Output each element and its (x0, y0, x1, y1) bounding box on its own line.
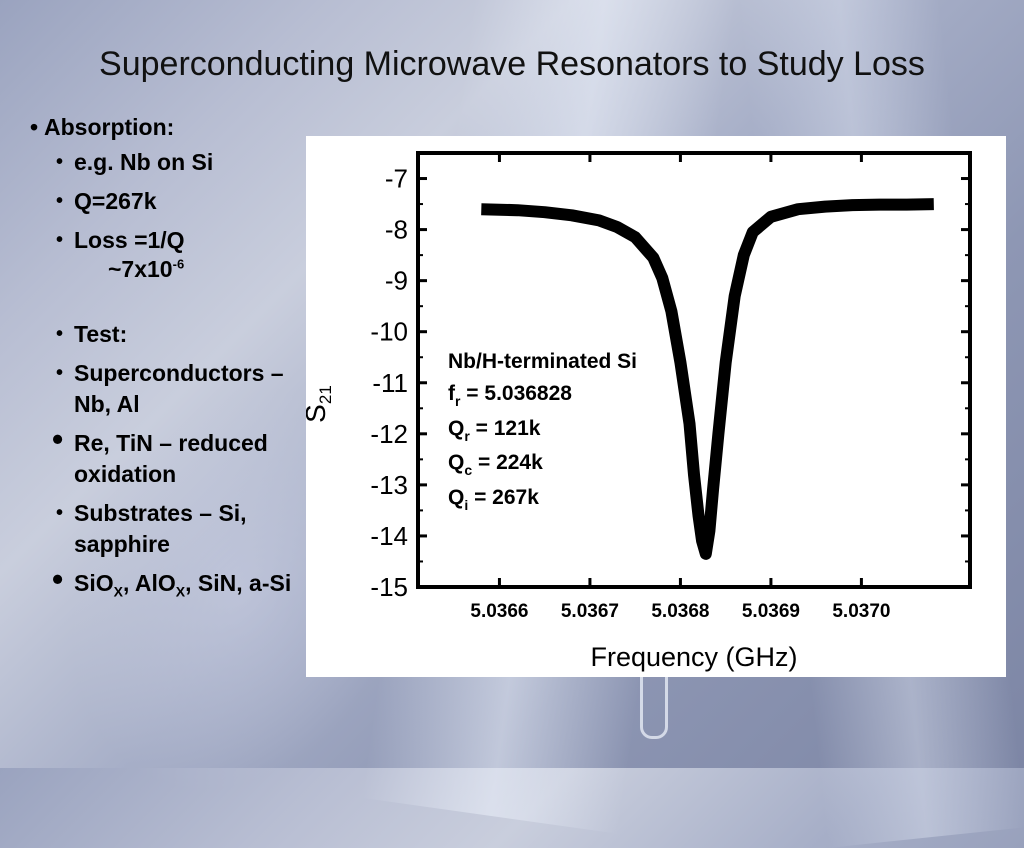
bullet-loss: Loss =1/Q (30, 225, 300, 256)
x-tick-label: 5.0368 (651, 601, 709, 622)
bullet-example: e.g. Nb on Si (30, 147, 300, 178)
oxide-a-sub: X (113, 583, 123, 600)
x-tick-label: 5.0366 (470, 601, 528, 622)
plot-frame (416, 151, 972, 589)
bullet-loss-value: ~7x10-6 (30, 256, 300, 283)
y-axis-label-sub: 21 (316, 385, 335, 404)
x-axis-label: Frequency (GHz) (590, 642, 797, 672)
y-tick-label: -14 (370, 521, 408, 551)
bullet-superconductors: Superconductors – Nb, Al (30, 358, 300, 420)
x-tick-label: 5.0369 (742, 601, 800, 622)
oxide-a: SiO (74, 570, 114, 596)
qr-val: = 121k (470, 417, 541, 440)
annotation-qi: Qi = 267k (448, 486, 539, 513)
loss-value-base: ~7x10 (108, 256, 173, 282)
qr-base: Q (448, 417, 464, 440)
qi-val: = 267k (468, 486, 539, 509)
bullet-oxides: SiOX, AlOX, SiN, a-Si (30, 564, 300, 608)
oxide-b: AlO (134, 570, 176, 596)
y-tick-label: -13 (370, 470, 408, 500)
bullet-list: Absorption: e.g. Nb on Si Q=267k Loss =1… (30, 114, 300, 616)
annotation-qr: Qr = 121k (448, 417, 541, 444)
bullet-absorption: Absorption: (30, 114, 300, 141)
series-line (481, 198, 934, 560)
y-tick-label: -12 (370, 419, 408, 449)
oxide-sep: , (122, 570, 135, 596)
y-tick-label: -7 (385, 164, 408, 194)
qc-base: Q (448, 451, 464, 474)
y-tick-label: -15 (370, 572, 408, 602)
chart-annotation: Nb/H-terminated Si fr = 5.036828 Qr = 12… (448, 350, 637, 513)
qc-val: = 224k (472, 451, 543, 474)
oxide-tail: , SiN, a-Si (185, 570, 292, 596)
x-tick-label: 5.0370 (832, 601, 890, 622)
y-tick-label: -8 (385, 215, 408, 245)
bullet-test: Test: (30, 319, 300, 350)
bullet-substrates: Substrates – Si, sapphire (30, 498, 300, 560)
y-tick-label: -10 (370, 317, 408, 347)
resonance-chart: -7 -8 -9 -10 -11 -12 -13 -14 -15 5.0366 5.0367 5.0… (306, 151, 972, 672)
qc-sub: c (464, 462, 472, 478)
fr-sub: r (455, 393, 461, 409)
annotation-sample: Nb/H-terminated Si (448, 350, 637, 373)
slide-title: Superconducting Microwave Resonators to … (99, 44, 925, 83)
background-reflection (640, 676, 668, 739)
fr-val: = 5.036828 (460, 382, 572, 405)
qr-sub: r (464, 428, 470, 444)
qi-base: Q (448, 486, 464, 509)
oxide-b-sub: X (175, 583, 186, 600)
bullet-re-tin: Re, TiN – reduced oxidation (30, 424, 300, 490)
loss-value-exponent: -6 (172, 256, 185, 272)
y-tick-label: -9 (385, 266, 408, 296)
annotation-qc: Qc = 224k (448, 451, 543, 478)
annotation-fr: fr = 5.036828 (448, 382, 572, 409)
y-axis-label: S21 (306, 385, 335, 423)
chart-panel: -7 -8 -9 -10 -11 -12 -13 -14 -15 5.0366 5.0367 5.0… (306, 136, 1006, 677)
fr-base: f (448, 382, 456, 405)
y-axis-label-base: S (306, 404, 331, 423)
bullet-q: Q=267k (30, 186, 300, 217)
x-tick-label: 5.0367 (561, 601, 619, 622)
y-tick-label: -11 (372, 368, 408, 398)
qi-sub: i (464, 497, 468, 513)
